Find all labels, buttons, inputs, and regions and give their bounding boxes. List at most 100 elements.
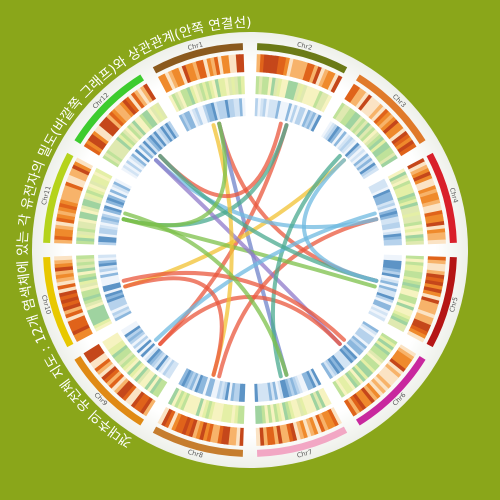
density-cell — [370, 139, 387, 154]
density-cell — [91, 355, 109, 370]
density-cell — [205, 103, 214, 122]
density-cell — [224, 426, 231, 445]
density-cell — [296, 374, 306, 393]
density-cell — [320, 94, 333, 113]
link — [121, 121, 228, 228]
density-cell — [71, 324, 90, 336]
density-cell — [344, 342, 360, 358]
density-cell — [157, 356, 171, 373]
density-cell — [143, 373, 158, 391]
density-cell — [138, 369, 153, 387]
density-cell — [230, 405, 236, 424]
density-cell — [102, 210, 121, 218]
density-cell — [358, 124, 374, 140]
density-cell — [284, 378, 293, 397]
density-cell — [105, 291, 124, 301]
density-track-layer — [54, 54, 446, 446]
density-cell — [111, 305, 130, 317]
density-cell — [70, 321, 89, 333]
density-cell — [357, 360, 374, 376]
density-cell — [360, 387, 375, 404]
density-cell — [405, 240, 424, 245]
density-cell — [109, 188, 128, 199]
density-cell — [368, 178, 386, 190]
density-cell — [126, 124, 143, 140]
density-cell — [369, 181, 387, 192]
density-cell — [368, 380, 384, 397]
density-cell — [102, 281, 121, 290]
density-cell — [96, 360, 113, 375]
density-cell — [284, 80, 293, 99]
density-cell — [368, 349, 385, 364]
density-cell — [400, 204, 420, 213]
density-cell — [220, 425, 228, 445]
density-cell — [64, 308, 84, 319]
density-cell — [220, 403, 227, 423]
density-cell — [425, 272, 445, 280]
chromosome-label-chr4: Chr4 — [448, 187, 460, 204]
density-cell — [391, 355, 408, 370]
density-cell — [287, 400, 296, 420]
density-cell — [199, 376, 209, 395]
density-cell — [105, 370, 122, 386]
density-cell — [67, 174, 86, 185]
density-cell — [308, 369, 319, 387]
density-cell — [136, 146, 152, 161]
density-cell — [128, 362, 144, 378]
ideogram-chr4 — [426, 152, 457, 244]
density-cell — [427, 235, 446, 241]
density-cell — [185, 394, 196, 414]
density-cell — [155, 129, 169, 146]
density-cell — [181, 113, 192, 131]
density-cell — [210, 402, 219, 421]
density-cell — [351, 150, 368, 165]
density-cell — [380, 332, 398, 346]
density-cell — [188, 372, 199, 391]
density-cell — [183, 370, 194, 389]
density-cell — [348, 339, 364, 354]
density-cell — [83, 142, 102, 156]
ideogram-chr7 — [256, 426, 348, 457]
density-cell — [188, 396, 199, 415]
density-cell — [170, 412, 182, 431]
density-cell — [274, 381, 281, 400]
density-cell — [101, 279, 120, 287]
density-cell — [314, 390, 326, 409]
density-cell — [271, 381, 279, 400]
density-cell — [178, 368, 190, 386]
density-cell — [151, 378, 165, 396]
density-cell — [372, 141, 389, 156]
density-cell — [380, 277, 399, 285]
density-cell — [55, 272, 74, 279]
density-cell — [330, 407, 343, 425]
density-cell — [362, 321, 379, 334]
density-cell — [54, 255, 73, 261]
density-cell — [329, 356, 343, 373]
density-cell — [111, 183, 130, 194]
density-cell — [167, 120, 180, 138]
density-cell — [106, 113, 123, 129]
density-cell — [59, 292, 79, 301]
density-cell — [121, 384, 137, 402]
density-cell — [144, 138, 160, 154]
link — [154, 158, 342, 346]
density-cell — [338, 348, 354, 364]
density-cell — [98, 232, 117, 238]
density-cell — [337, 377, 351, 395]
density-cell — [189, 85, 199, 104]
density-cell — [321, 411, 333, 430]
density-cell — [206, 58, 215, 77]
density-cell — [146, 375, 160, 393]
density-cell — [254, 383, 259, 402]
density-cell — [332, 102, 346, 120]
density-cell — [301, 396, 311, 415]
density-cell — [217, 56, 225, 75]
density-cell — [310, 368, 322, 386]
density-cell — [303, 110, 314, 129]
density-cell — [227, 99, 234, 118]
density-cell — [269, 55, 276, 74]
density-cell — [398, 293, 418, 302]
density-cell — [356, 157, 373, 171]
density-cell — [106, 149, 123, 163]
density-cell — [85, 301, 104, 311]
